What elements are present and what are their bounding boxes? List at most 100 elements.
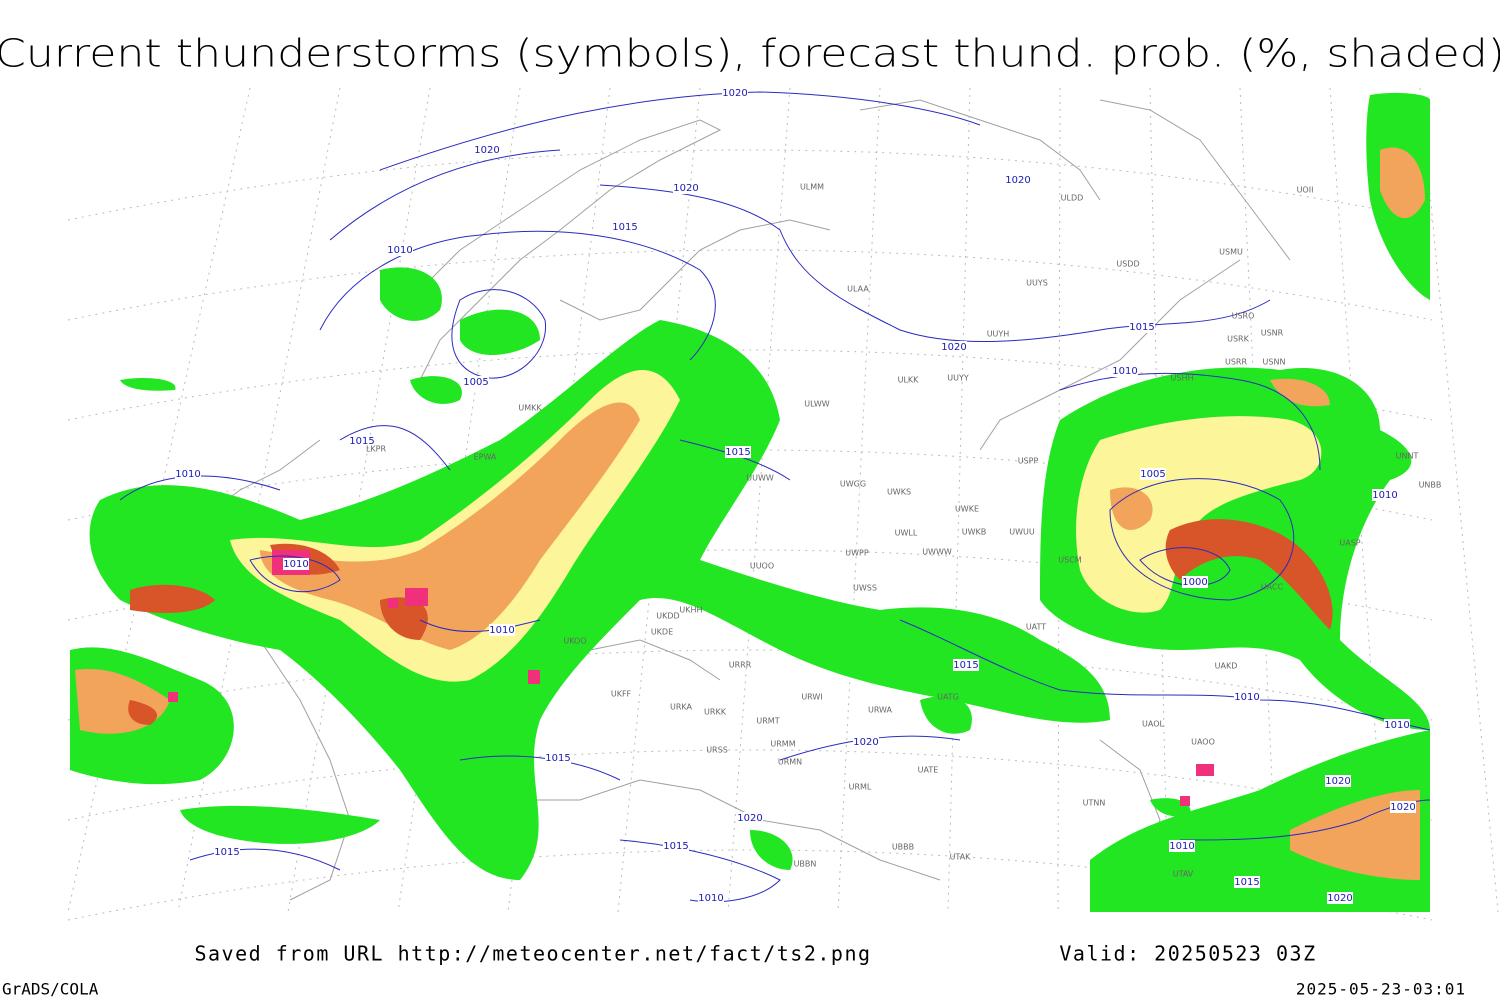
meridian — [1239, 87, 1279, 913]
parallel — [67, 649, 1433, 721]
station-code: USRR — [1225, 358, 1247, 367]
isobar-label: 1015 — [1234, 877, 1259, 888]
isobar-label: 1020 — [737, 813, 762, 824]
isobar-label: 1020 — [1390, 802, 1415, 813]
station-code: ULMM — [800, 183, 824, 192]
isobar-label: 1015 — [1129, 322, 1154, 333]
parallel — [67, 349, 1433, 421]
isobar-label: 1020 — [474, 145, 499, 156]
station-code: UNBB — [1419, 481, 1442, 490]
station-code: UTNN — [1083, 799, 1106, 808]
station-code: UKHH — [679, 606, 702, 615]
isobar-label-bg — [1129, 321, 1155, 333]
isobar-label: 1020 — [1327, 893, 1352, 904]
isobar-label: 1020 — [1005, 175, 1030, 186]
station-code: USRO — [1232, 312, 1255, 321]
software-credit: GrADS/COLA — [2, 980, 99, 999]
meridian — [1149, 87, 1169, 913]
station-code: USPP — [1018, 457, 1039, 466]
isobar-label: 1015 — [349, 436, 374, 447]
isobar-label-bg — [1234, 691, 1260, 703]
isobar-label: 1010 — [1372, 490, 1397, 501]
parallel — [67, 749, 1433, 821]
station-code: UWPP — [845, 549, 869, 558]
isobar-label: 1010 — [698, 893, 723, 904]
parallel — [67, 249, 1433, 321]
meridian — [1419, 87, 1499, 913]
station-labels: ULMM ULDD UOII USDD USMU ULAA UUYS USRO USRK USNR… — [366, 183, 1441, 879]
probability-shading — [70, 92, 1430, 912]
station-code: UTAK — [950, 853, 972, 862]
isobar-label: 1015 — [545, 753, 570, 764]
station-code: USNN — [1263, 358, 1286, 367]
station-code: USMU — [1219, 248, 1243, 257]
station-code: USNR — [1261, 329, 1284, 338]
isobar-label-bg — [722, 87, 748, 99]
plot-area: 1020 1020 1020 1015 1010 1005 1015 1010 1010 1010… — [67, 87, 1499, 921]
isobar-label-bg — [214, 846, 240, 858]
station-code: ULWW — [804, 400, 829, 409]
isobar-label: 1020 — [673, 183, 698, 194]
station-code: UWUU — [1009, 528, 1035, 537]
station-code: UTAV — [1173, 870, 1194, 879]
isobar-label-bg — [673, 182, 699, 194]
isobar-label: 1015 — [612, 222, 637, 233]
station-code: UUYS — [1026, 279, 1048, 288]
isobar-label: 1010 — [1169, 841, 1194, 852]
isobar-label-bg — [612, 221, 638, 233]
station-code: URML — [849, 783, 872, 792]
isobar-label-bg — [1182, 576, 1208, 588]
isobar-label-bg — [941, 341, 967, 353]
isobar-label-bg — [463, 376, 489, 388]
station-code: ULKK — [898, 376, 920, 385]
isobar-label: 1010 — [283, 559, 308, 570]
isobar-label: 1020 — [1325, 776, 1350, 787]
station-code: UATE — [918, 766, 939, 775]
meridian — [727, 87, 791, 913]
isobar-label-bg — [1169, 840, 1195, 852]
station-code: UAKD — [1215, 662, 1238, 671]
parallel — [67, 849, 1433, 921]
isobar-label: 1020 — [941, 342, 966, 353]
map-title: Current thunderstorms (symbols), forecas… — [0, 32, 1500, 76]
station-code: UWLL — [895, 529, 918, 538]
station-code: UKDE — [651, 628, 673, 637]
isobar-label: 1015 — [953, 660, 978, 671]
isobar-label-bg — [1234, 876, 1260, 888]
isobar-label-bg — [698, 892, 724, 904]
station-code: URKK — [704, 708, 727, 717]
station-code: USHH — [1171, 374, 1194, 383]
isobar-label: 1000 — [1182, 577, 1207, 588]
isobar-label-bg — [1112, 365, 1138, 377]
station-code: ULDD — [1061, 194, 1084, 203]
isobar-label-bg — [283, 558, 309, 570]
valid-time: Valid: 20250523 03Z — [1059, 942, 1316, 966]
station-code: LKPR — [366, 445, 387, 454]
station-code: URMT — [756, 717, 779, 726]
source-url: Saved from URL http://meteocenter.net/fa… — [194, 942, 871, 966]
isobar-label-bg — [1325, 775, 1351, 787]
timestamp: 2025-05-23-03:01 — [1296, 980, 1466, 999]
isobar-label-bg — [953, 659, 979, 671]
station-code: USCM — [1058, 556, 1082, 565]
station-code: URMN — [778, 758, 802, 767]
station-code: UWKB — [962, 528, 987, 537]
isobar-label-bg — [725, 446, 751, 458]
meridian — [837, 87, 881, 913]
station-code: UWKE — [955, 505, 979, 514]
isobar-label: 1005 — [463, 377, 488, 388]
station-code: UKFF — [611, 690, 632, 699]
isobar-label: 1010 — [175, 469, 200, 480]
meridian — [947, 87, 971, 913]
isobar-label: 1010 — [1234, 692, 1259, 703]
station-code: UASP — [1339, 539, 1360, 548]
isobar-label-bg — [349, 435, 375, 447]
station-code: ULAA — [847, 285, 869, 294]
isobar-label-bg — [663, 840, 689, 852]
station-code: USDD — [1116, 260, 1139, 269]
isobar-label-bg — [1384, 719, 1410, 731]
isobar-labels: 1020 1020 1020 1015 1010 1005 1015 1010 1010 1010… — [175, 87, 1416, 904]
isobar-label-bg — [1372, 489, 1398, 501]
station-code: URWI — [801, 693, 822, 702]
